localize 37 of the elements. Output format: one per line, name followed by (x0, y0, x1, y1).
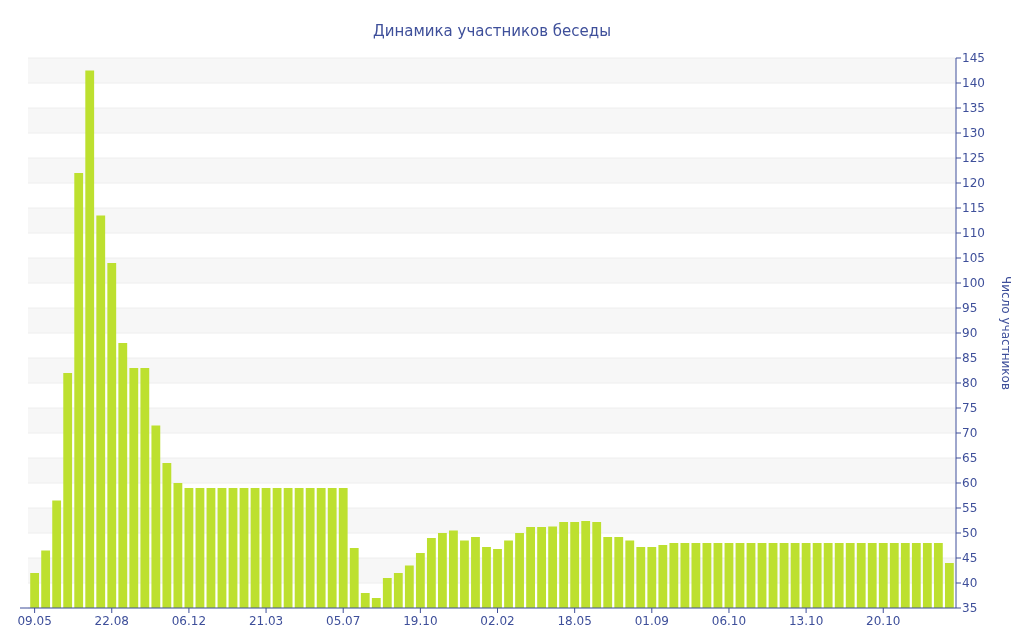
y2-tick-label: 50 (962, 526, 978, 540)
y2-tick-label: 95 (962, 301, 978, 315)
y2-tick-label: 100 (962, 276, 985, 290)
y2-tick-label: 140 (962, 76, 985, 90)
y2-tick-label: 135 (962, 101, 985, 115)
y2-tick-label: 70 (962, 426, 978, 440)
x-tick-label: 05.07 (326, 614, 361, 628)
y2-tick-label: 40 (962, 576, 978, 590)
y2-tick-label: 105 (962, 251, 985, 265)
y2-tick-label: 125 (962, 151, 985, 165)
x-tick-label: 21.03 (248, 614, 284, 628)
x-tick-label: 06.10 (711, 614, 747, 628)
y2-tick-label: 45 (962, 551, 978, 565)
x-tick-label: 18.05 (557, 614, 592, 628)
y2-tick-label: 60 (962, 476, 978, 490)
y2-tick-label: 35 (962, 601, 978, 615)
chart-title: Динамика участников беседы (372, 22, 612, 40)
x-tick-label: 20.10 (866, 614, 901, 628)
x-tick-label: 01.09 (634, 614, 669, 628)
y2-tick-label: 120 (962, 176, 985, 190)
y2-tick-label: 90 (962, 326, 978, 340)
x-tick-label: 22.08 (94, 614, 129, 628)
y2-tick-label: 65 (962, 451, 978, 465)
x-tick-label: 13.10 (788, 614, 824, 628)
y2-tick-label: 85 (962, 351, 978, 365)
y2-tick-label: 75 (962, 401, 978, 415)
x-tick-label: 02.02 (480, 614, 515, 628)
y2-tick-label: 110 (962, 226, 985, 240)
x-tick-label: 19.10 (403, 614, 438, 628)
x-tick-label: 06.12 (171, 614, 207, 628)
y2-tick-label: 145 (962, 51, 985, 65)
y2-tick-label: 130 (962, 126, 985, 140)
y2-tick-label: 55 (962, 501, 978, 515)
y2-tick-label: 80 (962, 376, 978, 390)
y2-tick-label: 115 (962, 201, 985, 215)
y2-axis-title: Число участников (999, 276, 1013, 390)
x-tick-label: 09.05 (17, 614, 52, 628)
